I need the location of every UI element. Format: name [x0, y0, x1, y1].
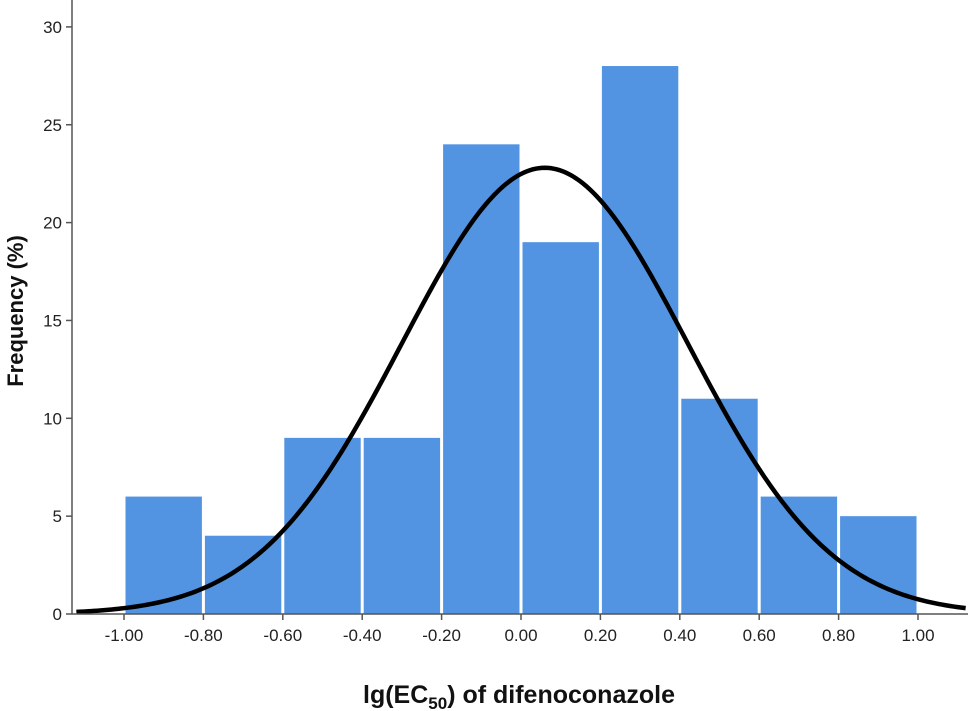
- y-tick-label-5: 25: [43, 116, 62, 135]
- x-tick-label-5: 0.00: [504, 626, 537, 645]
- bar-0: [125, 496, 202, 614]
- x-tick-label-3: -0.40: [343, 626, 382, 645]
- histogram-bars: [125, 66, 917, 615]
- x-axis-title-tail: ) of difenoconazole: [447, 681, 675, 709]
- x-axis-title-subscript: 50: [428, 694, 447, 711]
- y-tick-label-4: 20: [43, 214, 62, 233]
- x-tick-label-1: -0.80: [184, 626, 223, 645]
- bar-7: [681, 398, 758, 614]
- x-axis-title: lg(EC50) of difenoconazole: [363, 681, 675, 711]
- y-axis-title: Frequency (%): [3, 235, 28, 387]
- bar-5: [522, 242, 599, 615]
- bar-6: [601, 66, 679, 615]
- y-ticks: 0 5 10 15 20 25 30: [43, 18, 72, 624]
- x-tick-label-4: -0.20: [422, 626, 461, 645]
- normal-curve: [76, 165, 966, 615]
- x-tick-label-2: -0.60: [263, 626, 302, 645]
- bar-3: [363, 437, 441, 614]
- x-tick-label-10: 1.00: [901, 626, 934, 645]
- bar-4: [443, 144, 520, 614]
- y-tick-label-3: 15: [43, 311, 62, 330]
- x-tick-label-9: 0.80: [822, 626, 855, 645]
- bar-8: [760, 496, 838, 614]
- x-ticks: -1.00 -0.80 -0.60 -0.40 -0.20 0.00 0.20 0.40 0.6…: [105, 614, 935, 645]
- y-tick-label-0: 0: [53, 605, 62, 624]
- x-tick-label-8: 0.60: [743, 626, 776, 645]
- bar-2: [284, 437, 361, 614]
- bar-9: [840, 516, 917, 614]
- x-axis-title-main: lg(EC: [363, 681, 428, 709]
- y-tick-label-1: 5: [53, 507, 62, 526]
- y-tick-label-6: 30: [43, 18, 62, 37]
- bar-1: [204, 535, 282, 614]
- x-tick-label-7: 0.40: [663, 626, 696, 645]
- x-tick-label-6: 0.20: [584, 626, 617, 645]
- y-tick-label-2: 10: [43, 409, 62, 428]
- x-tick-label-0: -1.00: [105, 626, 144, 645]
